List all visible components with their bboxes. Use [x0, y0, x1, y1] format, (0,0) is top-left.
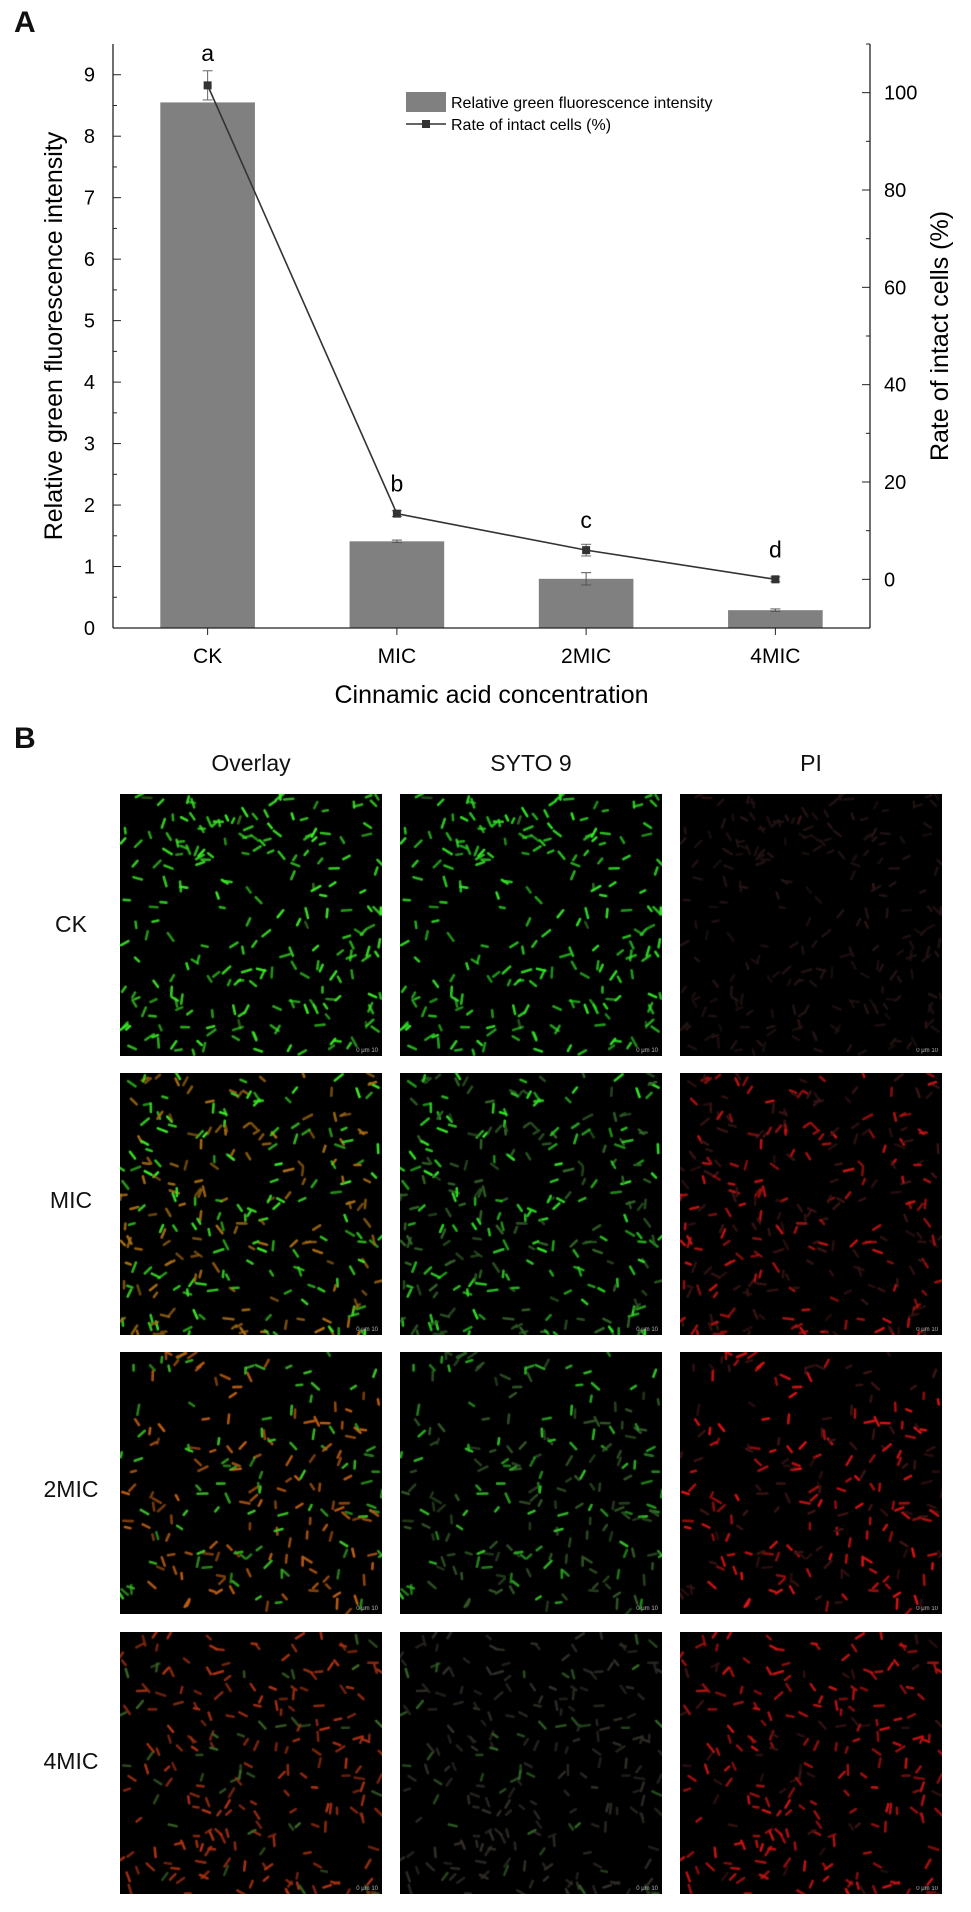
y-tick-label-6: 6: [84, 249, 95, 271]
combined-bar-line-chart: 0 1 2 3 4 5 6 7 8 9 0 20 40 60 80 100 CK MIC 2MIC 4MIC a b c d R…: [40, 40, 954, 709]
line-point-4MIC: [771, 575, 780, 584]
row-label-MIC: MIC: [49, 1187, 93, 1213]
micrograph-MIC-2: 0 μm 10: [680, 1073, 942, 1335]
scale-bar-label: 0 μm 10: [916, 1886, 938, 1892]
significance-letter-CK: a: [201, 40, 214, 66]
row-label-2MIC: 2MIC: [43, 1476, 99, 1502]
bar-4MIC: [728, 610, 823, 628]
y-tick-label-1: 1: [84, 557, 95, 579]
micrograph-MIC-0: 0 μm 10: [120, 1073, 382, 1335]
significance-letter-MIC: b: [390, 471, 403, 497]
bar-MIC: [349, 541, 445, 628]
legend-label-line: Rate of intact cells (%): [451, 117, 611, 134]
x-tick-label-MIC: MIC: [378, 645, 417, 668]
micrograph-2MIC-2: 0 μm 10: [680, 1352, 942, 1614]
significance-letter-4MIC: d: [769, 536, 782, 562]
micrograph-4MIC-1: 0 μm 10: [400, 1632, 662, 1894]
bar-CK: [160, 102, 255, 628]
micrograph-2MIC-1: 0 μm 10: [400, 1352, 662, 1614]
line-point-2MIC: [582, 546, 591, 555]
line-point-MIC: [392, 509, 401, 518]
row-label-4MIC: 4MIC: [43, 1748, 99, 1774]
scale-bar-label: 0 μm 10: [356, 1048, 378, 1054]
bar-2MIC: [538, 578, 634, 628]
y-tick-label-7: 7: [84, 188, 95, 210]
scale-bar-label: 0 μm 10: [356, 1606, 378, 1612]
panel-a-letter: A: [14, 6, 36, 39]
micrograph-CK-0: 0 μm 10: [120, 794, 382, 1056]
y-tick-label-9: 9: [84, 65, 95, 87]
y-tick-label-0: 0: [84, 618, 95, 640]
line-point-CK: [203, 81, 212, 90]
scale-bar-label: 0 μm 10: [356, 1327, 378, 1333]
y-tick-label-3: 3: [84, 434, 95, 456]
column-header-2: PI: [800, 750, 822, 776]
y-tick-label-5: 5: [84, 311, 95, 333]
line-rate-of-intact-cells: [206, 85, 776, 581]
legend-label-bars: Relative green fluorescence intensity: [451, 95, 712, 112]
x-tick-label-4MIC: 4MIC: [750, 645, 800, 668]
legend-marker-line: [422, 120, 430, 128]
y2-tick-label-60: 60: [884, 277, 906, 299]
micrograph-2MIC-0: 0 μm 10: [120, 1352, 382, 1614]
column-header-1: SYTO 9: [490, 750, 572, 776]
y2-tick-label-80: 80: [884, 180, 906, 202]
scale-bar-label: 0 μm 10: [636, 1886, 658, 1892]
micrograph-CK-2: 0 μm 10: [680, 794, 942, 1056]
y2-axis-label: Rate of intact cells (%): [926, 211, 954, 461]
y2-tick-label-100: 100: [884, 83, 917, 105]
scale-bar-label: 0 μm 10: [916, 1606, 938, 1612]
y-tick-label-4: 4: [84, 372, 95, 394]
y-tick-label-2: 2: [84, 495, 95, 517]
significance-letter-2MIC: c: [580, 507, 592, 533]
micrograph-MIC-1: 0 μm 10: [400, 1073, 662, 1335]
x-axis-label: Cinnamic acid concentration: [334, 681, 648, 709]
panel-b-letter: B: [14, 722, 36, 755]
legend-swatch-bars: [406, 92, 446, 112]
y2-tick-label-0: 0: [884, 569, 895, 591]
scale-bar-label: 0 μm 10: [636, 1327, 658, 1333]
scale-bar-label: 0 μm 10: [916, 1327, 938, 1333]
x-tick-label-2MIC: 2MIC: [561, 645, 611, 668]
y2-tick-label-20: 20: [884, 472, 906, 494]
scale-bar-label: 0 μm 10: [916, 1048, 938, 1054]
micrograph-4MIC-2: 0 μm 10: [680, 1632, 942, 1894]
y-axis-label: Relative green fluorescence intensity: [40, 131, 68, 540]
y-tick-label-8: 8: [84, 126, 95, 148]
column-header-0: Overlay: [211, 750, 291, 776]
row-label-CK: CK: [55, 911, 87, 937]
micrograph-CK-1: 0 μm 10: [400, 794, 662, 1056]
scale-bar-label: 0 μm 10: [636, 1606, 658, 1612]
y2-tick-label-40: 40: [884, 375, 906, 397]
micrograph-4MIC-0: 0 μm 10: [120, 1632, 382, 1894]
scale-bar-label: 0 μm 10: [356, 1886, 378, 1892]
x-tick-label-CK: CK: [193, 645, 222, 668]
scale-bar-label: 0 μm 10: [636, 1048, 658, 1054]
